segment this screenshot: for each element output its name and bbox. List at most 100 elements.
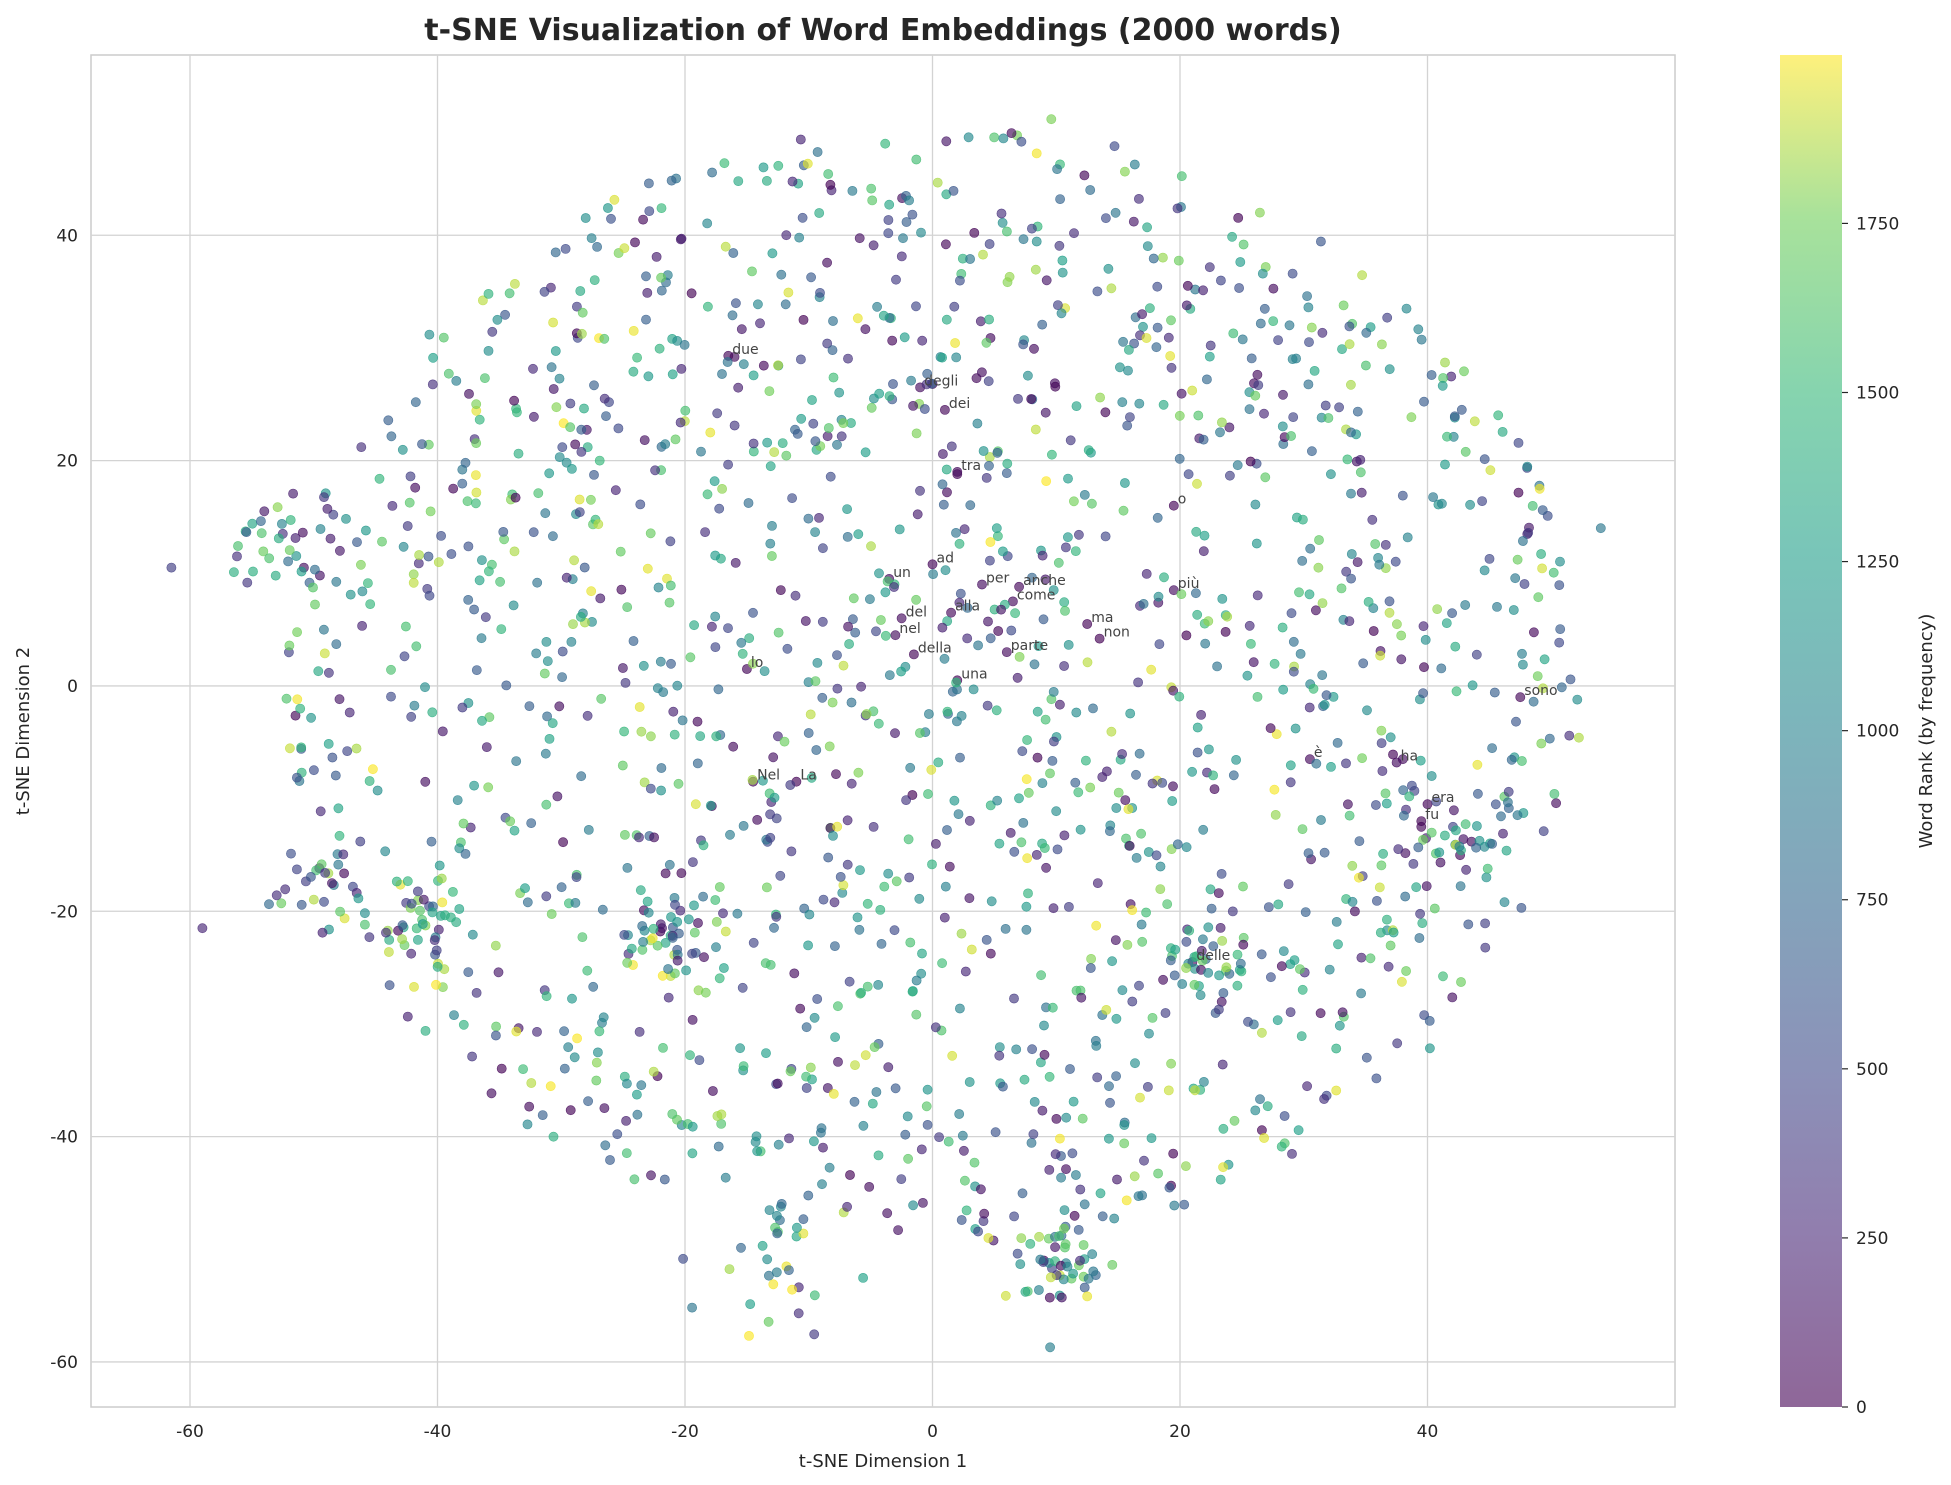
scatter-point bbox=[364, 776, 375, 786]
scatter-point bbox=[1127, 905, 1138, 915]
scatter-point bbox=[1244, 620, 1255, 631]
scatter-point bbox=[827, 345, 838, 355]
scatter-point bbox=[558, 837, 568, 848]
scatter-point bbox=[620, 678, 631, 688]
scatter-point bbox=[1259, 303, 1270, 314]
scatter-point bbox=[280, 884, 291, 895]
scatter-point bbox=[638, 214, 648, 225]
scatter-point bbox=[1268, 316, 1279, 326]
scatter-point bbox=[1370, 539, 1381, 549]
y-tick-label: -20 bbox=[50, 902, 78, 922]
scatter-point bbox=[1388, 927, 1399, 938]
word-label: non bbox=[1104, 625, 1130, 641]
colorbar-tick-label: 0 bbox=[1856, 1398, 1867, 1418]
scatter-point bbox=[1232, 460, 1243, 471]
scatter-point bbox=[789, 968, 800, 979]
scatter-point bbox=[1129, 1171, 1140, 1182]
scatter-point bbox=[1044, 1292, 1055, 1303]
scatter-point bbox=[907, 209, 918, 220]
scatter-point bbox=[1440, 459, 1450, 470]
scatter-point bbox=[1336, 583, 1347, 594]
scatter-point bbox=[571, 872, 582, 882]
scatter-point bbox=[1141, 569, 1152, 579]
scatter-point bbox=[427, 379, 438, 390]
scatter-point bbox=[493, 967, 504, 978]
scatter-point bbox=[490, 940, 501, 951]
scatter-point bbox=[1097, 772, 1108, 782]
scatter-point bbox=[1421, 881, 1432, 891]
scatter-point bbox=[641, 314, 651, 325]
scatter-point bbox=[916, 968, 927, 979]
scatter-point bbox=[1151, 850, 1162, 861]
scatter-point bbox=[983, 1233, 994, 1243]
scatter-point bbox=[1158, 252, 1168, 263]
scatter-point bbox=[1206, 903, 1217, 914]
scatter-point bbox=[1460, 446, 1471, 457]
scatter-point bbox=[357, 621, 367, 631]
scatter-point bbox=[1235, 958, 1246, 969]
scatter-point bbox=[524, 701, 535, 711]
scatter-point bbox=[710, 642, 721, 652]
scatter-point bbox=[838, 418, 849, 428]
scatter-point bbox=[1101, 213, 1111, 223]
scatter-point bbox=[1037, 319, 1048, 330]
scatter-point bbox=[1137, 309, 1147, 320]
scatter-point bbox=[460, 457, 471, 468]
scatter-point bbox=[630, 237, 640, 248]
scatter-point bbox=[470, 470, 481, 480]
scatter-point bbox=[486, 1088, 497, 1099]
scatter-point bbox=[339, 868, 349, 879]
scatter-point bbox=[1152, 512, 1163, 523]
scatter-point bbox=[795, 134, 806, 145]
scatter-point bbox=[1426, 771, 1437, 781]
word-label: per bbox=[986, 571, 1010, 587]
scatter-point bbox=[1022, 735, 1032, 745]
scatter-point bbox=[572, 1033, 582, 1044]
scatter-point bbox=[1169, 970, 1180, 981]
scatter-point bbox=[638, 937, 648, 947]
scatter-point bbox=[1346, 427, 1356, 438]
scatter-point bbox=[814, 513, 824, 523]
scatter-point bbox=[1289, 955, 1300, 965]
scatter-point bbox=[576, 612, 586, 622]
scatter-point bbox=[1110, 935, 1121, 945]
scatter-point bbox=[687, 1302, 697, 1313]
scatter-point bbox=[823, 852, 834, 863]
scatter-point bbox=[1529, 627, 1539, 638]
scatter-point bbox=[1411, 882, 1422, 893]
scatter-point bbox=[923, 789, 933, 799]
scatter-point bbox=[1260, 472, 1271, 483]
scatter-point bbox=[1112, 1174, 1122, 1185]
scatter-point bbox=[345, 589, 356, 600]
scatter-point bbox=[613, 423, 624, 434]
scatter-point bbox=[768, 752, 779, 763]
scatter-point bbox=[540, 508, 551, 519]
scatter-point bbox=[1145, 303, 1155, 314]
scatter-point bbox=[582, 965, 593, 976]
scatter-point bbox=[1085, 963, 1096, 973]
scatter-point bbox=[1187, 766, 1197, 777]
scatter-point bbox=[1344, 321, 1355, 332]
scatter-point bbox=[1173, 255, 1184, 266]
scatter-point bbox=[1456, 977, 1466, 987]
scatter-point bbox=[873, 1150, 884, 1161]
scatter-point bbox=[1192, 609, 1203, 620]
scatter-point bbox=[457, 702, 468, 713]
scatter-point bbox=[1425, 1043, 1435, 1054]
scatter-point bbox=[830, 1032, 840, 1042]
scatter-point bbox=[710, 611, 721, 622]
scatter-point bbox=[413, 558, 424, 569]
scatter-point bbox=[1253, 380, 1264, 390]
scatter-point bbox=[1385, 732, 1396, 743]
scatter-point bbox=[787, 493, 797, 503]
word-label: La bbox=[800, 768, 816, 784]
scatter-point bbox=[365, 599, 376, 609]
scatter-point bbox=[1215, 427, 1225, 438]
scatter-point bbox=[632, 1089, 642, 1100]
scatter-point bbox=[981, 935, 992, 945]
scatter-point bbox=[446, 549, 457, 559]
scatter-point bbox=[1074, 529, 1084, 540]
scatter-point bbox=[1534, 483, 1545, 494]
scatter-point bbox=[962, 603, 973, 613]
scatter-point bbox=[737, 648, 748, 659]
